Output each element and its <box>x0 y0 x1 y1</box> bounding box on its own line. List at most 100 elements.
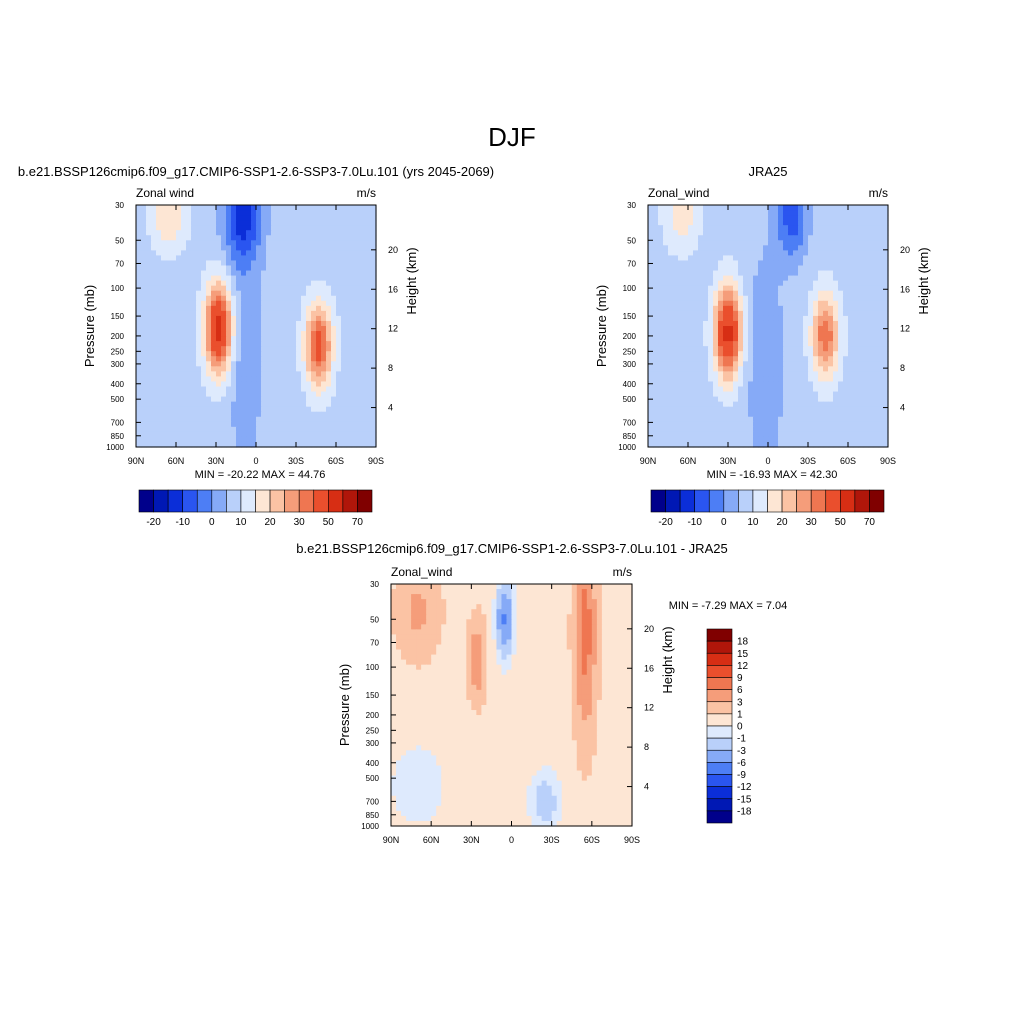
contour-cell <box>391 594 397 600</box>
contour-cell <box>201 220 207 226</box>
contour-cell <box>151 416 157 423</box>
contour-cell <box>813 406 819 413</box>
contour-cell <box>863 421 869 428</box>
contour-cell <box>286 371 292 378</box>
contour-cell <box>171 230 177 236</box>
contour-cell <box>161 411 167 418</box>
contour-cell <box>256 371 262 378</box>
contour-cell <box>266 245 272 251</box>
contour-cell <box>241 220 247 226</box>
contour-cell <box>788 421 794 428</box>
contour-cell <box>271 341 277 347</box>
contour-cell <box>698 245 704 251</box>
contour-cell <box>296 225 302 231</box>
contour-cell <box>276 275 282 282</box>
contour-cell <box>713 215 719 221</box>
contour-cell <box>853 320 859 327</box>
contour-cell <box>748 411 754 418</box>
contour-cell <box>763 210 769 216</box>
contour-cell <box>221 305 227 312</box>
contour-cell <box>688 326 694 332</box>
contour-cell <box>648 270 654 277</box>
contour-cell <box>241 331 247 337</box>
contour-cell <box>471 599 477 605</box>
contour-cell <box>216 391 222 398</box>
contour-cell <box>793 351 799 357</box>
contour-cell <box>853 356 859 362</box>
contour-cell <box>838 331 844 337</box>
contour-cell <box>873 351 879 357</box>
contour-cell <box>868 245 874 251</box>
contour-cell <box>878 290 884 297</box>
contour-cell <box>853 336 859 342</box>
contour-cell <box>216 331 222 337</box>
contour-cell <box>653 225 659 231</box>
contour-cell <box>713 336 719 342</box>
contour-cell <box>221 436 227 443</box>
contour-cell <box>221 441 227 448</box>
contour-cell <box>501 594 508 600</box>
contour-cell <box>798 320 804 327</box>
contour-cell <box>688 235 694 241</box>
contour-cell <box>506 589 513 595</box>
contour-cell <box>161 346 167 352</box>
contour-cell <box>311 371 317 378</box>
contour-cell <box>196 361 202 367</box>
colorbar-swatch <box>810 489 827 513</box>
contour-cell <box>693 320 699 327</box>
contour-cell <box>341 250 347 257</box>
contour-cell <box>296 336 302 342</box>
contour-cell <box>728 235 734 241</box>
contour-cell <box>221 416 227 423</box>
contour-cell <box>743 265 749 272</box>
contour-cell <box>476 589 482 595</box>
contour-cell <box>863 416 869 423</box>
contour-cell <box>733 245 739 251</box>
contour-cell <box>286 381 292 388</box>
contour-cell <box>281 411 287 418</box>
contour-cell <box>873 250 879 257</box>
contour-cell <box>808 421 814 428</box>
contour-cell <box>231 270 237 277</box>
contour-cell <box>878 421 884 428</box>
contour-cell <box>596 594 603 600</box>
contour-cell <box>848 421 854 428</box>
contour-cell <box>843 326 849 332</box>
contour-cell <box>316 305 322 312</box>
contour-cell <box>798 210 804 216</box>
left-string: Zonal_wind <box>648 186 709 200</box>
contour-cell <box>286 411 292 418</box>
contour-cell <box>818 310 824 317</box>
contour-cell <box>843 260 849 267</box>
contour-cell <box>231 366 237 372</box>
contour-cell <box>151 346 157 352</box>
contour-cell <box>728 300 734 307</box>
contour-cell <box>828 431 834 438</box>
contour-cell <box>663 275 669 282</box>
contour-cell <box>698 210 704 216</box>
contour-cell <box>221 401 227 408</box>
contour-cell <box>873 361 879 367</box>
contour-cell <box>683 436 689 443</box>
contour-cell <box>181 441 187 448</box>
contour-cell <box>361 245 367 251</box>
contour-cell <box>226 225 232 231</box>
contour-cell <box>301 215 307 221</box>
contour-cell <box>286 320 292 327</box>
contour-cell <box>648 386 654 393</box>
contour-cell <box>266 220 272 226</box>
contour-cell <box>271 371 277 378</box>
contour-cell <box>211 235 217 241</box>
contour-cell <box>281 356 287 362</box>
contour-cell <box>763 290 769 297</box>
contour-cell <box>311 421 317 428</box>
contour-cell <box>708 320 714 327</box>
contour-cell <box>286 205 292 211</box>
contour-cell <box>371 290 377 297</box>
contour-cell <box>306 285 312 292</box>
contour-cell <box>256 361 262 367</box>
contour-cell <box>728 220 734 226</box>
contour-cell <box>161 361 167 367</box>
contour-cell <box>808 376 814 383</box>
contour-cell <box>286 361 292 367</box>
